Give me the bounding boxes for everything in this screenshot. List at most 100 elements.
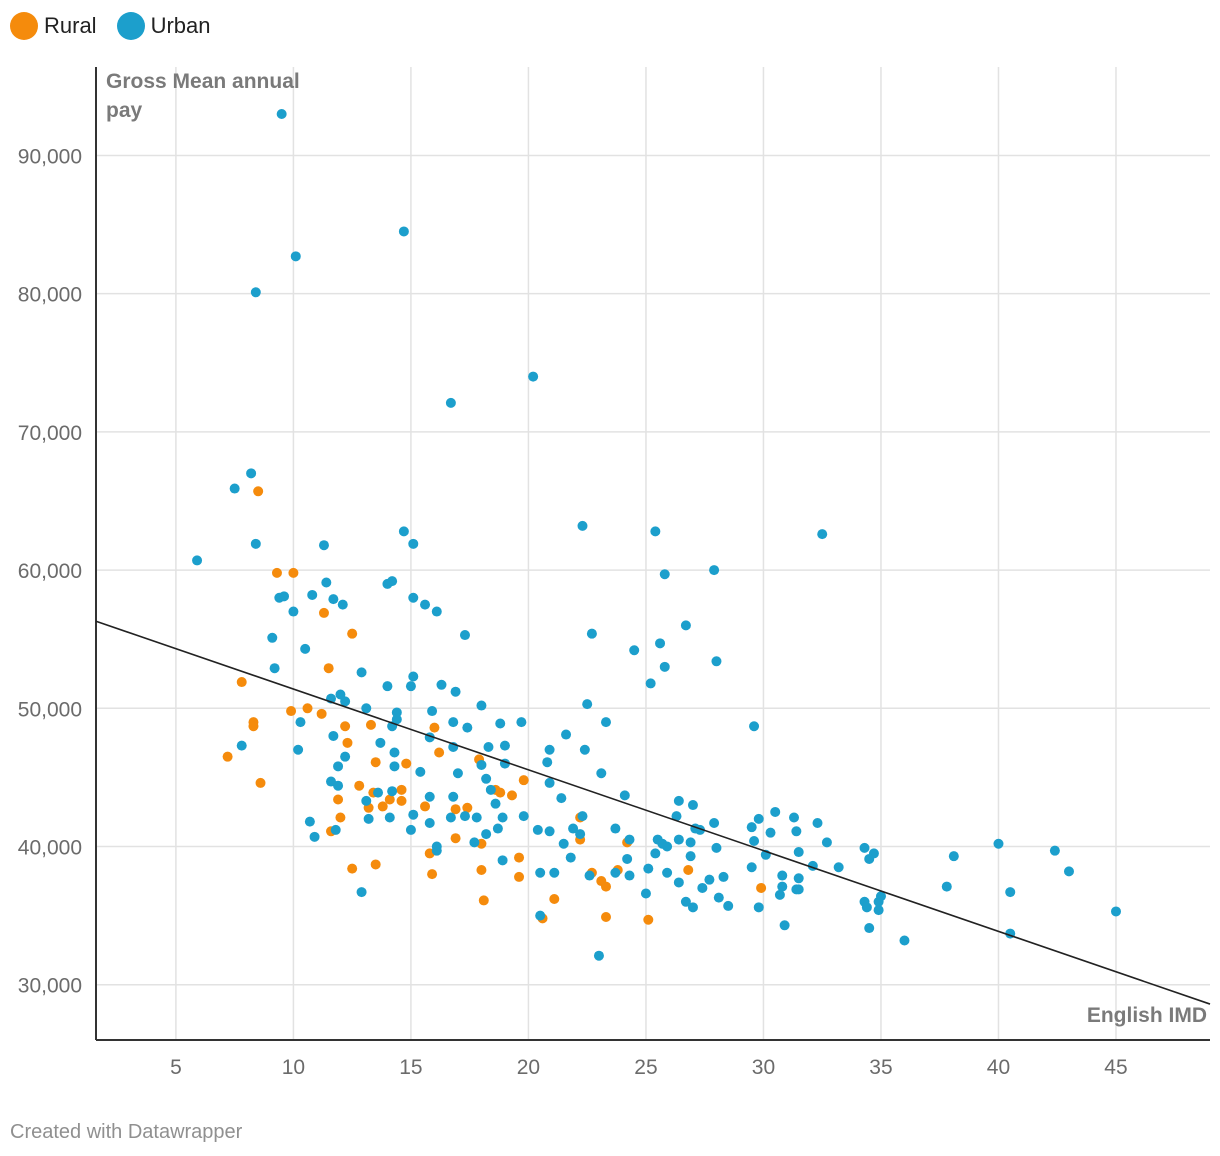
- data-point-urban: [250, 287, 261, 298]
- data-point-urban: [535, 867, 546, 878]
- data-point-urban: [713, 892, 724, 903]
- data-point-urban: [645, 678, 656, 689]
- data-point-urban: [817, 529, 828, 540]
- data-point-urban: [361, 795, 372, 806]
- data-point-rural: [333, 794, 344, 805]
- data-point-urban: [709, 565, 720, 576]
- data-point-urban: [497, 812, 508, 823]
- data-point-urban: [584, 870, 595, 881]
- data-point-urban: [405, 824, 416, 835]
- data-point-rural: [514, 871, 525, 882]
- data-point-urban: [596, 768, 607, 779]
- data-point-urban: [333, 761, 344, 772]
- data-point-urban: [389, 761, 400, 772]
- data-point-urban: [363, 813, 374, 824]
- data-point-rural: [396, 784, 407, 795]
- data-point-urban: [821, 837, 832, 848]
- data-point-rural: [514, 852, 525, 863]
- data-point-urban: [528, 371, 539, 382]
- data-point-rural: [342, 737, 353, 748]
- data-point-urban: [431, 606, 442, 617]
- data-point-urban: [558, 838, 569, 849]
- data-point-urban: [387, 576, 398, 587]
- data-point-urban: [622, 853, 633, 864]
- data-point-urban: [544, 777, 555, 788]
- data-point-urban: [833, 862, 844, 873]
- data-point-rural: [600, 881, 611, 892]
- data-point-urban: [777, 870, 788, 881]
- data-point-urban: [279, 591, 290, 602]
- data-point-urban: [948, 851, 959, 862]
- data-point-urban: [770, 806, 781, 817]
- data-point-urban: [328, 730, 339, 741]
- data-point-urban: [685, 851, 696, 862]
- data-point-urban: [398, 226, 409, 237]
- legend-item-rural[interactable]: Rural: [10, 12, 97, 40]
- data-point-urban: [436, 679, 447, 690]
- data-point-urban: [269, 663, 280, 674]
- data-point-urban: [321, 577, 332, 588]
- data-point-urban: [659, 569, 670, 580]
- legend-swatch-urban: [116, 12, 145, 40]
- data-point-urban: [471, 812, 482, 823]
- trend-line: [95, 620, 1211, 1005]
- data-point-urban: [337, 599, 348, 610]
- data-point-urban: [387, 786, 398, 797]
- data-point-urban: [492, 823, 503, 834]
- data-point-urban: [335, 689, 346, 700]
- data-point-urban: [408, 671, 419, 682]
- data-point-urban: [561, 729, 572, 740]
- data-point-rural: [683, 865, 694, 876]
- data-point-urban: [459, 811, 470, 822]
- data-point-rural: [518, 775, 529, 786]
- data-point-rural: [248, 721, 259, 732]
- data-point-urban: [518, 811, 529, 822]
- y-tick-label: 80,000: [18, 284, 82, 307]
- data-point-urban: [749, 835, 760, 846]
- data-point-rural: [316, 708, 327, 719]
- x-tick-label: 35: [869, 1056, 892, 1079]
- data-point-urban: [586, 628, 597, 639]
- data-point-urban: [476, 700, 487, 711]
- data-point-urban: [579, 744, 590, 755]
- data-point-rural: [401, 758, 412, 769]
- data-point-urban: [469, 837, 480, 848]
- data-point-urban: [405, 681, 416, 692]
- data-point-urban: [875, 891, 886, 902]
- data-point-urban: [685, 837, 696, 848]
- data-point-urban: [424, 791, 435, 802]
- data-point-urban: [624, 870, 635, 881]
- data-point-urban: [448, 717, 459, 728]
- data-point-urban: [610, 867, 621, 878]
- data-point-rural: [288, 567, 299, 578]
- data-point-urban: [861, 902, 872, 913]
- data-point-urban: [864, 923, 875, 934]
- data-point-urban: [356, 887, 367, 898]
- y-tick-label: 40,000: [18, 837, 82, 860]
- data-point-urban: [485, 784, 496, 795]
- data-point-urban: [373, 787, 384, 798]
- data-point-urban: [593, 950, 604, 961]
- data-point-urban: [582, 699, 593, 710]
- data-point-urban: [542, 757, 553, 768]
- data-point-urban: [490, 798, 501, 809]
- data-point-urban: [704, 874, 715, 885]
- data-point-urban: [941, 881, 952, 892]
- data-point-urban: [709, 818, 720, 829]
- data-point-rural: [271, 567, 282, 578]
- data-point-urban: [290, 251, 301, 262]
- data-point-rural: [384, 794, 395, 805]
- data-point-urban: [408, 809, 419, 820]
- data-point-urban: [687, 902, 698, 913]
- legend-item-urban[interactable]: Urban: [116, 12, 211, 40]
- data-point-urban: [288, 606, 299, 617]
- data-point-urban: [779, 920, 790, 931]
- data-point-urban: [445, 397, 456, 408]
- data-point-urban: [544, 744, 555, 755]
- data-point-urban: [535, 910, 546, 921]
- data-point-urban: [318, 540, 329, 551]
- data-point-urban: [375, 737, 386, 748]
- data-point-urban: [448, 791, 459, 802]
- data-point-urban: [993, 838, 1004, 849]
- data-point-urban: [236, 740, 247, 751]
